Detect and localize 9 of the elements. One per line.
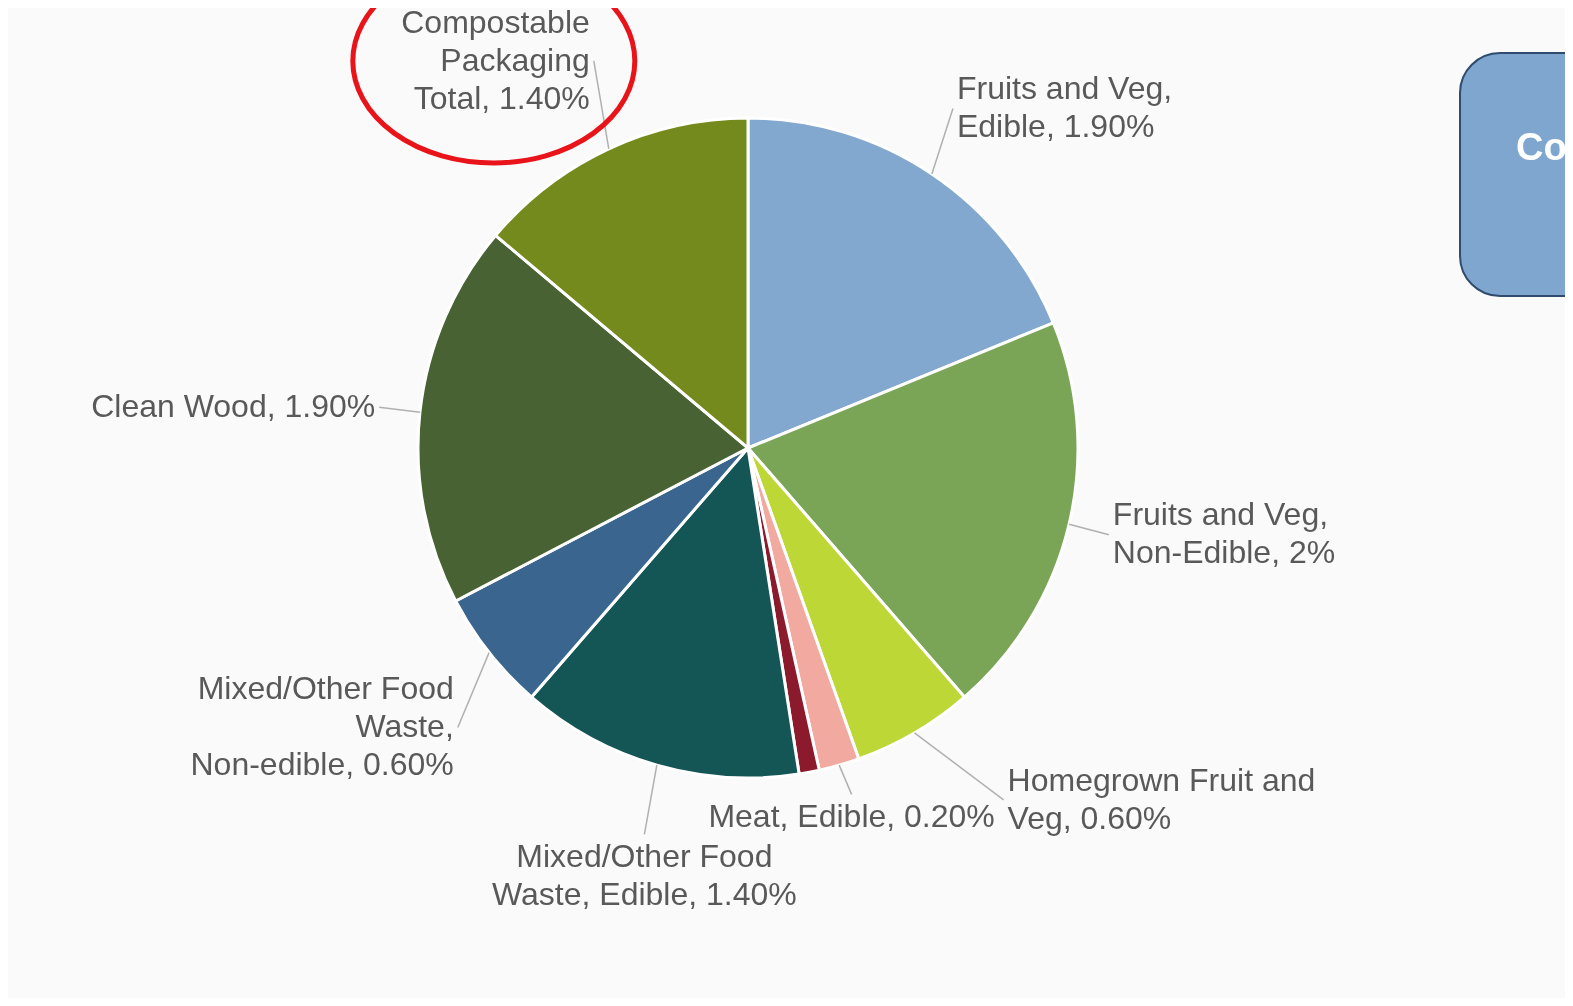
slice-label: Mixed/Other Food Waste, Edible, 1.40% xyxy=(492,838,797,913)
slice-label: Meat, Edible, 0.20% xyxy=(708,798,995,835)
slice-label: Fruits and Veg, Edible, 1.90% xyxy=(956,70,1173,145)
slice-label: Compostable Packaging Total, 1.40% xyxy=(401,3,590,116)
slice-label: Clean Wood, 1.90% xyxy=(91,388,376,425)
slice-label: Mixed/Other Food Waste, Non-edible, 0.60% xyxy=(190,670,454,783)
slice-label: Fruits and Veg, Non-Edible, 2% xyxy=(1112,496,1336,571)
text: Co xyxy=(1516,126,1567,168)
slice-label: Homegrown Fruit and Veg, 0.60% xyxy=(1007,761,1316,836)
